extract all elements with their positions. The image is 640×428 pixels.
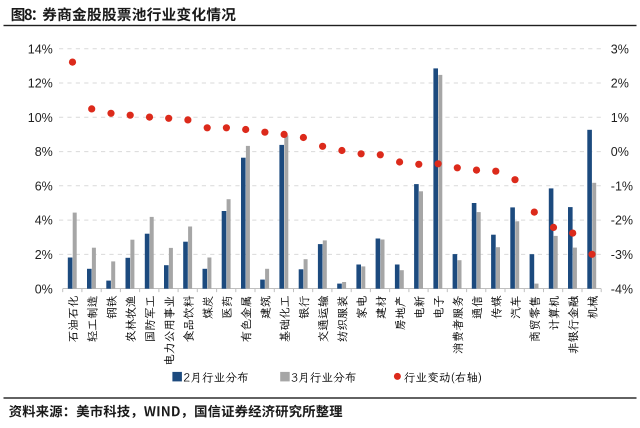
svg-text:2%: 2% — [35, 248, 53, 262]
svg-text:8%: 8% — [35, 145, 53, 159]
svg-text:0%: 0% — [35, 282, 53, 296]
svg-text:10%: 10% — [28, 111, 53, 125]
svg-text:-3%: -3% — [611, 248, 633, 262]
svg-text:6%: 6% — [35, 179, 53, 193]
svg-text:14%: 14% — [28, 42, 53, 56]
svg-text:0%: 0% — [611, 145, 629, 159]
svg-text:1%: 1% — [611, 111, 629, 125]
svg-text:-1%: -1% — [611, 179, 633, 193]
svg-text:-2%: -2% — [611, 214, 633, 228]
svg-text:-4%: -4% — [611, 282, 633, 296]
svg-text:3%: 3% — [611, 42, 629, 56]
svg-text:2%: 2% — [611, 77, 629, 91]
svg-text:4%: 4% — [35, 214, 53, 228]
svg-text:12%: 12% — [28, 77, 53, 91]
